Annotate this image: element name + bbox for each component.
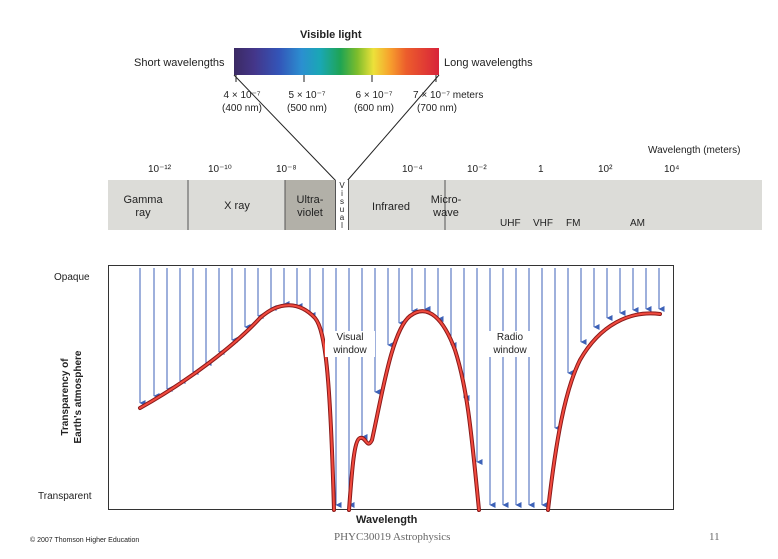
tick-600nm: 6 × 10⁻⁷ (600 nm) bbox=[353, 90, 394, 114]
band-x-ray: X ray bbox=[224, 200, 250, 212]
scale-tick-1e-12: 10⁻¹² bbox=[148, 164, 172, 175]
visible-ticks-and-lines bbox=[233, 74, 440, 182]
band-gamma-ray: Gamma ray bbox=[123, 194, 163, 219]
band-ultraviolet: Ultra-violet bbox=[296, 194, 324, 219]
transparent-label: Transparent bbox=[38, 491, 92, 502]
long-wavelengths-label: Long wavelengths bbox=[444, 57, 533, 69]
scale-tick-1e2: 10² bbox=[598, 164, 613, 175]
scale-tick-1e4: 10⁴ bbox=[664, 164, 680, 175]
band-bar bbox=[108, 180, 762, 230]
visible-spectrum-bar bbox=[234, 48, 439, 75]
band-uhf: UHF bbox=[500, 218, 521, 229]
band-infrared: Infrared bbox=[372, 201, 410, 213]
uv-band-shade bbox=[285, 180, 335, 230]
scale-tick-1e-8: 10⁻⁸ bbox=[276, 164, 297, 175]
band-visual: V i s u a l bbox=[339, 181, 345, 230]
scale-tick-1e-2: 10⁻² bbox=[467, 164, 487, 175]
plot-frame bbox=[108, 265, 674, 510]
band-fm: FM bbox=[566, 218, 581, 229]
tick-400nm: 4 × 10⁻⁷ (400 nm) bbox=[221, 90, 262, 114]
band-vhf: VHF bbox=[533, 218, 553, 229]
tick-500nm: 5 × 10⁻⁷ (500 nm) bbox=[286, 90, 327, 114]
wavelength-meters-title: Wavelength (meters) bbox=[648, 145, 741, 156]
page-number: 11 bbox=[709, 531, 720, 543]
radio-window-label: Radio window bbox=[485, 331, 535, 357]
x-axis-label: Wavelength bbox=[356, 514, 418, 526]
absorption-arrows bbox=[139, 268, 665, 508]
short-wavelengths-label: Short wavelengths bbox=[134, 57, 225, 69]
copyright-text: © 2007 Thomson Higher Education bbox=[30, 537, 140, 544]
visible-light-title: Visible light bbox=[300, 29, 362, 41]
visual-window-label: Visual window bbox=[325, 331, 375, 357]
scale-tick-1: 1 bbox=[538, 164, 544, 175]
scale-tick-1e-4: 10⁻⁴ bbox=[402, 164, 423, 175]
opaque-label: Opaque bbox=[54, 272, 90, 283]
tick-700nm: 7 × 10⁻⁷ meters (700 nm) bbox=[413, 90, 484, 114]
scale-tick-1e-10: 10⁻¹⁰ bbox=[208, 164, 232, 175]
band-microwave: Micro-wave bbox=[430, 194, 462, 219]
course-footer: PHYC30019 Astrophysics bbox=[334, 531, 451, 543]
band-dividers bbox=[187, 180, 446, 230]
transparency-curve bbox=[138, 303, 662, 512]
transparency-curve-plot bbox=[138, 268, 665, 512]
band-am: AM bbox=[630, 218, 645, 229]
visual-band-strip bbox=[336, 180, 348, 230]
